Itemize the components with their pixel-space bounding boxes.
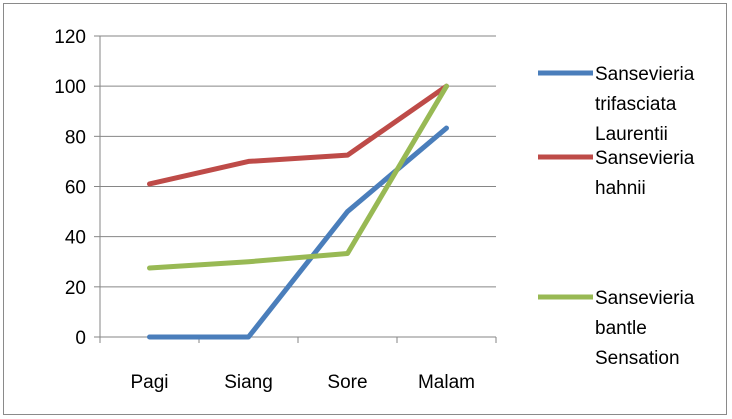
x-tick-label: Siang xyxy=(224,372,273,393)
legend-label: Sansevieria xyxy=(595,148,695,169)
x-tick-label: Malam xyxy=(418,372,475,393)
y-tick-label: 60 xyxy=(65,178,86,199)
y-tick-label: 120 xyxy=(54,27,86,48)
legend-label: Sensation xyxy=(595,348,680,369)
series-line-2 xyxy=(147,83,449,187)
x-tick-label: Sore xyxy=(327,372,367,393)
legend-label: bantle xyxy=(595,318,647,339)
y-tick-label: 0 xyxy=(75,328,86,349)
legend-label: trifasciata xyxy=(595,94,677,115)
legend-label: Sansevieria xyxy=(595,64,695,85)
y-tick-label: 80 xyxy=(65,127,86,148)
x-tick-label: Pagi xyxy=(130,372,168,393)
legend-label: hahnii xyxy=(595,178,646,199)
series-line-3 xyxy=(147,83,449,271)
y-tick-label: 100 xyxy=(54,77,86,98)
chart-frame xyxy=(3,3,727,415)
y-tick-label: 20 xyxy=(65,278,86,299)
legend-label: Sansevieria xyxy=(595,288,695,309)
y-tick-label: 40 xyxy=(65,228,86,249)
legend-label: Laurentii xyxy=(595,124,668,145)
